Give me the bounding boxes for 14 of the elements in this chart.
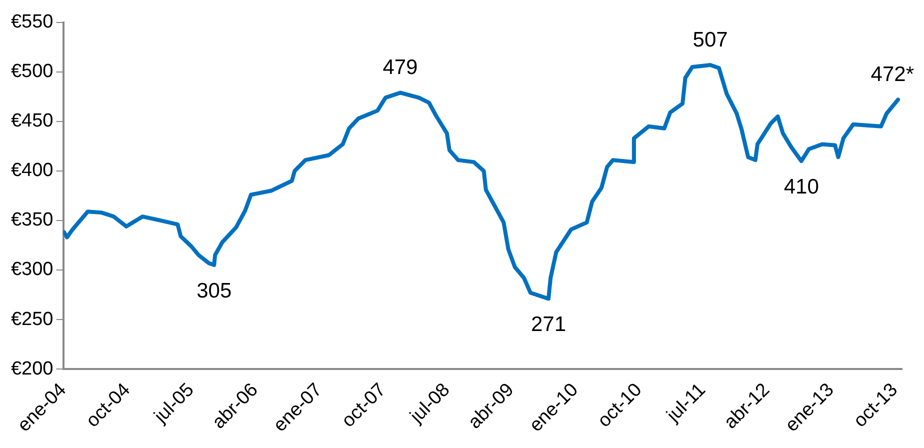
y-tick-label: €500 xyxy=(10,61,54,82)
y-tick-label: €300 xyxy=(10,259,54,280)
annotation: 305 xyxy=(196,279,232,302)
y-tick-label: €350 xyxy=(10,210,54,231)
annotation: 271 xyxy=(530,313,566,336)
y-tick-label: €550 xyxy=(10,12,54,33)
y-tick-label: €250 xyxy=(10,308,54,330)
annotation: 472* xyxy=(870,62,914,86)
y-tick-label: €400 xyxy=(10,160,54,182)
annotation: 410 xyxy=(784,175,819,198)
y-tick-label: €200 xyxy=(10,358,54,380)
annotation: 507 xyxy=(692,28,728,52)
y-tick-label: €450 xyxy=(10,110,54,132)
annotation: 479 xyxy=(382,56,418,80)
